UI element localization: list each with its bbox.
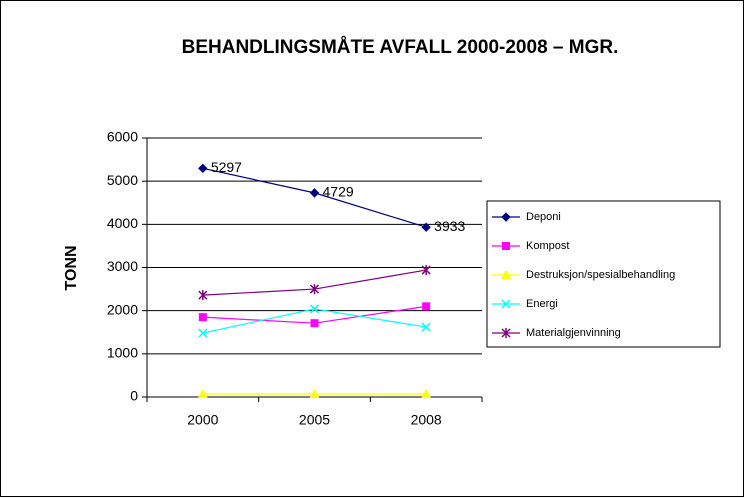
marker <box>501 212 511 222</box>
marker <box>501 328 511 338</box>
marker <box>502 242 510 250</box>
marker <box>309 304 320 314</box>
marker <box>309 388 320 398</box>
marker <box>421 222 431 232</box>
marker <box>309 188 320 198</box>
marker <box>501 270 511 279</box>
marker <box>421 265 431 276</box>
y-tick-label: 2000 <box>107 301 138 317</box>
legend-label: Kompost <box>526 240 569 252</box>
data-label: 4729 <box>323 184 354 200</box>
marker <box>501 299 511 309</box>
chart-title: BEHANDLINGSMÅTE AVFALL 2000-2008 – MGR. <box>182 37 619 58</box>
y-tick-label: 5000 <box>107 172 138 188</box>
y-tick-label: 6000 <box>107 129 138 145</box>
y-tick-label: 4000 <box>107 215 138 231</box>
y-tick-label: 0 <box>130 388 138 404</box>
marker <box>198 328 208 338</box>
marker <box>421 388 432 398</box>
marker <box>310 319 319 328</box>
marker <box>198 290 208 301</box>
marker <box>309 284 320 295</box>
marker <box>198 313 207 322</box>
x-tick-label: 2000 <box>187 412 218 428</box>
y-axis-label: TONN <box>63 245 80 290</box>
legend-box <box>486 200 721 348</box>
marker <box>421 322 431 332</box>
legend-label: Destruksjon/spesialbehandling <box>526 269 675 281</box>
marker <box>197 388 208 398</box>
data-label: 3933 <box>434 218 465 234</box>
marker <box>198 163 208 174</box>
legend-label: Energi <box>526 298 558 310</box>
x-tick-label: 2005 <box>299 412 330 428</box>
x-tick-label: 2008 <box>411 412 442 428</box>
y-tick-label: 1000 <box>107 345 138 361</box>
legend-label: Deponi <box>526 211 561 223</box>
y-tick-label: 3000 <box>107 258 138 274</box>
legend-label: Materialgjenvinning <box>526 327 621 339</box>
marker <box>422 302 431 311</box>
data-label: 5297 <box>211 159 242 175</box>
